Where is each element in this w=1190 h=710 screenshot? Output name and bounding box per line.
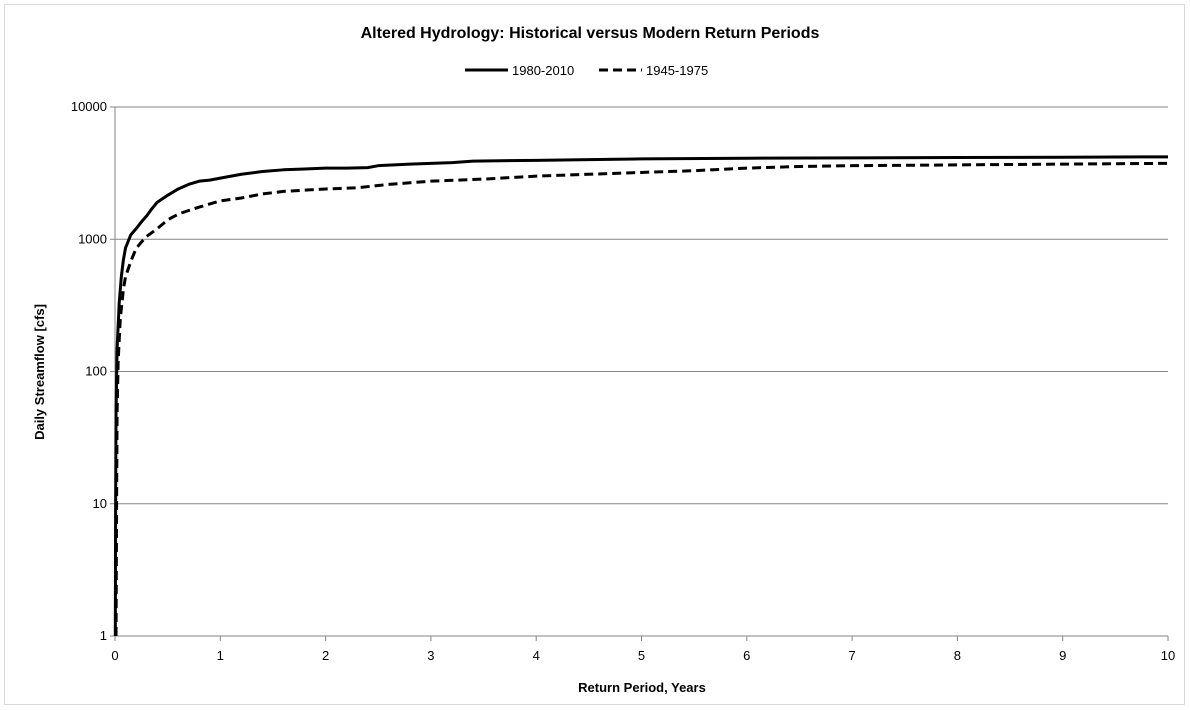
x-axis-ticks: 0 1 2 3 4 5 6 7 8 9 10	[111, 636, 1175, 663]
x-tick-label: 7	[848, 648, 855, 663]
y-tick-label: 100	[85, 364, 107, 379]
x-tick-label: 10	[1161, 648, 1175, 663]
chart-frame	[4, 4, 1185, 705]
series-line-1	[113, 155, 1169, 637]
y-tick-label: 1000	[78, 231, 107, 246]
series-line-2	[114, 161, 1169, 637]
y-axis-ticks: 1 10 100 1000 10000	[71, 99, 115, 643]
y-tick-label: 10000	[71, 99, 107, 114]
legend-label-series-2: 1945-1975	[646, 63, 708, 78]
x-tick-label: 5	[638, 648, 645, 663]
y-tick-label: 10	[93, 496, 107, 511]
x-axis-title: Return Period, Years	[578, 680, 706, 695]
gridlines	[115, 106, 1168, 505]
legend: 1980-2010 1945-1975	[465, 63, 708, 78]
chart-title: Altered Hydrology: Historical versus Mod…	[361, 25, 820, 42]
y-tick-label: 1	[100, 628, 107, 643]
series-layer	[113, 155, 1169, 637]
x-tick-label: 1	[217, 648, 224, 663]
x-tick-label: 6	[743, 648, 750, 663]
x-tick-label: 3	[427, 648, 434, 663]
x-tick-label: 4	[533, 648, 540, 663]
legend-label-series-1: 1980-2010	[512, 63, 574, 78]
x-tick-label: 9	[1059, 648, 1066, 663]
y-axis-title: Daily Streamflow [cfs]	[32, 304, 47, 440]
x-tick-label: 8	[954, 648, 961, 663]
x-tick-label: 2	[322, 648, 329, 663]
x-tick-label: 0	[111, 648, 118, 663]
